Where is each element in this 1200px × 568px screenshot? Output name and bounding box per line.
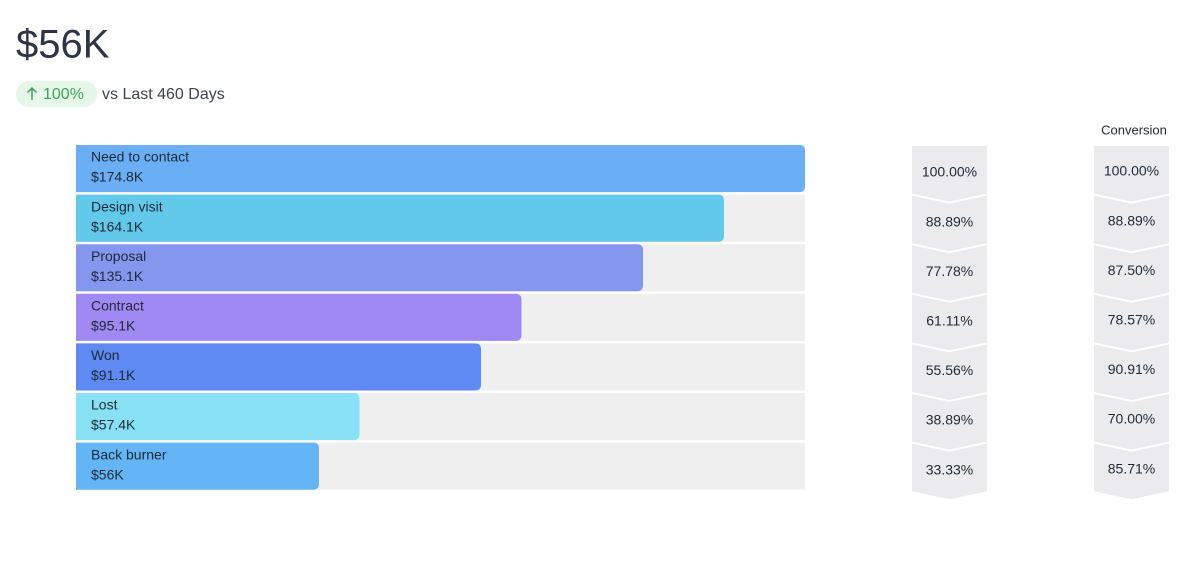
bar [76,293,522,341]
stage-name: Need to contact [91,149,189,165]
stage-name: Design visit [91,198,163,214]
percent-label: 77.78% [926,263,973,279]
percent-chevron [912,394,987,450]
conversion-chevron [1094,146,1169,202]
stage-amount: $135.1K [91,268,144,284]
percent-chevron [912,195,987,252]
conversion-label: 90.91% [1108,361,1155,377]
stage-amount: $164.1K [91,218,144,234]
stage-amount: $91.1K [91,367,136,383]
stage-name: Back burner [91,446,167,462]
percent-label: 33.33% [926,461,973,477]
conversion-chevron [1094,245,1169,301]
conversion-label: 70.00% [1108,411,1155,427]
percent-label: 61.11% [926,313,972,329]
stage-amount: $174.8K [91,169,144,185]
bar [76,442,319,490]
percent-chevron [912,146,987,202]
bar [76,393,360,441]
percent-label: 88.89% [926,213,973,229]
stage-name: Won [91,347,120,363]
bar [76,194,725,242]
percent-label: 100.00% [922,164,977,180]
conversion-label: 78.57% [1108,312,1155,328]
percent-label: 55.56% [926,362,973,378]
conversion-label: 88.89% [1108,212,1155,228]
stage-name: Proposal [91,248,146,264]
conversion-label: 100.00% [1104,163,1159,179]
bar [76,343,482,391]
comparison: vs Last 460 Days [102,86,225,103]
conversion-chevron [1094,294,1169,351]
percent-label: 38.89% [926,412,973,428]
stage-amount: $95.1K [91,318,136,334]
stage-amount: $57.4K [91,417,136,433]
conversion-title: Conversion [1101,122,1167,137]
bar [76,244,644,292]
change-badge [16,81,97,107]
stage-name: Lost [91,397,118,413]
conversion-chevron [1094,344,1169,400]
conversion-label: 87.50% [1108,262,1155,278]
stage-name: Contract [91,298,144,314]
conversion-chevron [1094,195,1169,252]
change-value: 100% [43,86,84,103]
conversion-label: 85.71% [1108,460,1155,476]
conversion-chevron [1094,443,1169,500]
percent-chevron [912,245,987,301]
headline: $56K [16,23,110,67]
percent-chevron [912,443,987,500]
percent-chevron [912,294,987,351]
percent-chevron [912,344,987,400]
conversion-chevron [1094,394,1169,450]
bar [76,145,805,193]
stage-amount: $56K [91,466,124,482]
up-arrow [26,86,38,100]
